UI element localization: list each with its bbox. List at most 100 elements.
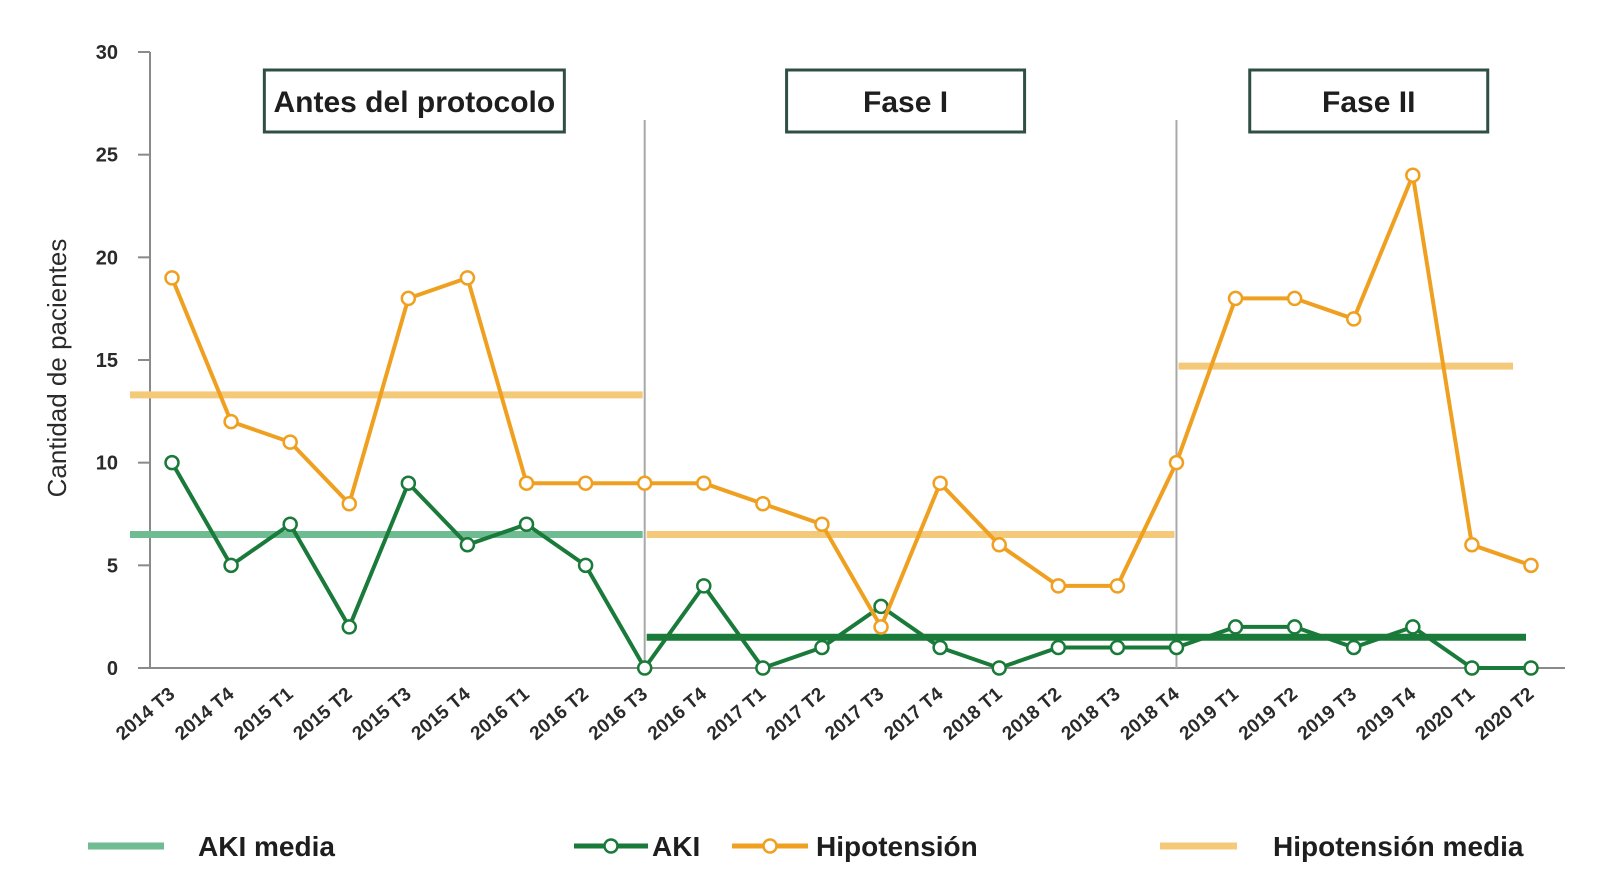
data-point (1345, 311, 1362, 327)
x-tick-label: 2018 T2 (999, 684, 1066, 745)
x-tick-label: 2020 T2 (1471, 684, 1538, 745)
x-tick-label: 2018 T3 (1058, 684, 1125, 745)
data-point (932, 639, 948, 656)
legend-label: AKI (652, 831, 700, 862)
x-tick-label: 2015 T4 (408, 683, 475, 744)
phase-label: Antes del protocolo (274, 86, 556, 119)
x-tick-label: 2015 T3 (349, 684, 416, 745)
data-point (518, 516, 535, 533)
legend-label: AKI media (198, 831, 335, 862)
phase-box-frame (262, 68, 566, 134)
y-tick-label: 25 (96, 145, 118, 167)
data-point (636, 660, 653, 676)
x-tick-label: 2014 T4 (171, 683, 238, 744)
data-point (932, 475, 948, 491)
y-tick-label: 0 (107, 658, 118, 680)
phase-box: Antes del protocolo (262, 68, 566, 134)
data-point (1523, 557, 1539, 574)
data-point (164, 270, 180, 286)
data-point (1286, 619, 1303, 635)
x-tick-label: 2014 T3 (112, 684, 179, 745)
data-point (1109, 639, 1126, 656)
phase-box-frame (785, 68, 1027, 134)
data-point (636, 475, 653, 491)
data-point (991, 537, 1007, 553)
phase-box: Fase II (1248, 68, 1490, 134)
data-point (1405, 167, 1421, 183)
data-point (814, 516, 830, 533)
legend-item: Hipotensión (732, 831, 978, 862)
data-point (518, 475, 535, 491)
series-line (170, 173, 1532, 629)
data-point (341, 495, 358, 512)
phase-box: Fase I (785, 68, 1027, 134)
data-point (1464, 660, 1480, 676)
legend-marker (603, 838, 619, 854)
x-tick-label: 2016 T1 (467, 683, 534, 744)
x-tick-label: 2019 T2 (1235, 684, 1302, 745)
data-point (1405, 619, 1421, 635)
data-point (223, 557, 239, 574)
phase-box-frame (1248, 68, 1490, 134)
x-tick-label: 2018 T4 (1117, 683, 1184, 744)
data-point (223, 413, 239, 430)
x-tick-label: 2019 T1 (1176, 683, 1243, 744)
data-point (1345, 639, 1362, 656)
data-point (755, 660, 771, 676)
data-point (282, 516, 298, 533)
data-point (1227, 619, 1244, 635)
y-axis-title: Cantidad de pacientes (42, 239, 72, 498)
x-tick-label: 2017 T1 (703, 683, 770, 744)
x-tick-label: 2018 T1 (940, 683, 1007, 744)
data-point (341, 619, 358, 635)
data-point (1050, 639, 1067, 656)
x-tick-label: 2016 T2 (526, 684, 593, 745)
phase-label: Fase II (1322, 86, 1415, 119)
y-tick-label: 15 (96, 350, 118, 372)
y-tick-label: 10 (96, 453, 118, 475)
data-point (1227, 290, 1244, 307)
data-point (577, 557, 594, 574)
data-point (1109, 578, 1126, 594)
data-point (459, 270, 476, 286)
y-tick-label: 30 (96, 42, 118, 64)
data-point (814, 639, 830, 656)
data-point (1464, 537, 1480, 553)
data-point (991, 660, 1007, 676)
phase-label: Fase I (863, 86, 948, 119)
data-point (1168, 454, 1185, 471)
x-tick-label: 2017 T2 (762, 684, 829, 745)
data-point (1168, 639, 1185, 656)
data-point (1050, 578, 1067, 594)
legend-marker (762, 838, 778, 854)
x-tick-label: 2017 T3 (821, 684, 888, 745)
x-tick-label: 2019 T4 (1353, 683, 1420, 744)
data-point (400, 290, 417, 307)
x-tick-label: 2015 T2 (290, 684, 357, 745)
legend-item: AKI (574, 831, 700, 862)
legend-item: Hipotensión media (1160, 831, 1524, 862)
y-tick-label: 5 (107, 555, 118, 577)
series-line (170, 461, 1531, 670)
y-tick-label: 20 (96, 247, 118, 269)
legend-item: AKI media (88, 831, 335, 862)
x-tick-label: 2016 T4 (644, 683, 711, 744)
data-point (696, 475, 712, 491)
x-tick-label: 2016 T3 (585, 684, 652, 745)
x-tick-label: 2017 T4 (880, 683, 947, 744)
data-point (577, 475, 594, 491)
data-point (1523, 660, 1539, 676)
data-point (459, 537, 476, 553)
legend-label: Hipotensión media (1273, 831, 1524, 862)
data-point (696, 578, 712, 594)
x-tick-label: 2020 T1 (1412, 683, 1479, 744)
data-point (400, 475, 417, 491)
data-point (282, 434, 298, 450)
x-tick-label: 2019 T3 (1294, 684, 1361, 745)
data-point (755, 495, 771, 512)
data-point (164, 454, 180, 471)
data-point (1286, 290, 1303, 307)
legend-label: Hipotensión (816, 831, 978, 862)
data-point (873, 619, 889, 635)
